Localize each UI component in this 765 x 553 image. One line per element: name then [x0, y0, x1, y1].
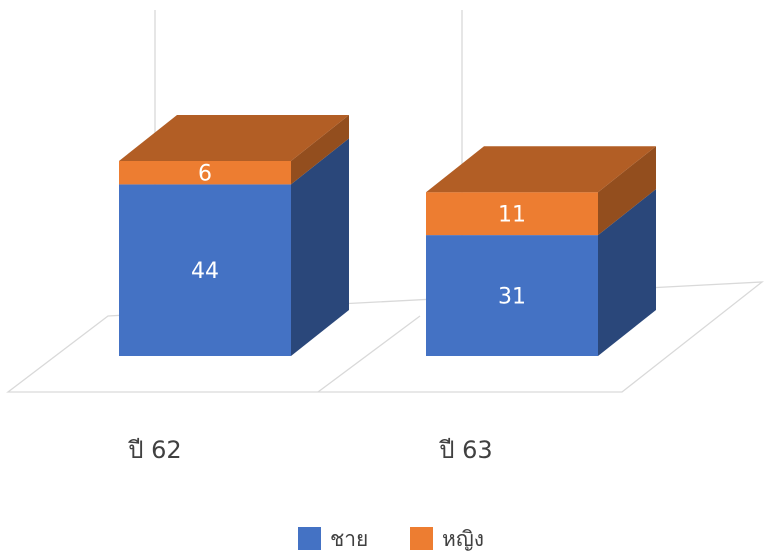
chart-floor: [6, 281, 765, 393]
legend-item-2: หญิง: [410, 527, 484, 551]
legend-swatch: [410, 527, 433, 550]
bar-side-face: [598, 189, 656, 356]
bar-segment-2-2: [426, 146, 656, 236]
category-axis: ปี 62 ปี 63: [127, 436, 493, 464]
bar-segment-1-2: [119, 115, 349, 185]
bar-top-face: [426, 146, 656, 193]
bar-side-face: [291, 115, 349, 185]
legend: ชาย หญิง: [298, 527, 484, 551]
bar-front-face: [119, 161, 291, 185]
category-label-2: ปี 63: [438, 436, 493, 464]
bar-front-face: [119, 184, 291, 356]
data-label-group: 44 6 31 11: [191, 162, 526, 310]
data-label-1-1: 44: [191, 259, 219, 284]
floor-plane: [6, 281, 765, 393]
data-label-2-1: 31: [498, 285, 526, 310]
floor-divider: [317, 315, 421, 393]
bar-front-face: [426, 192, 598, 236]
legend-swatch: [298, 527, 321, 550]
bar-top-face: [119, 115, 349, 161]
data-label-1-2: 6: [198, 162, 212, 187]
bar-side-face: [291, 138, 349, 356]
bar-side-face: [598, 146, 656, 236]
legend-label: ชาย: [330, 527, 368, 551]
legend-item-1: ชาย: [298, 527, 368, 551]
bar-front-face: [426, 235, 598, 356]
bar-group: [119, 115, 656, 356]
bar-segment-2-1: [426, 189, 656, 356]
data-label-2-2: 11: [498, 203, 526, 228]
category-label-1: ปี 62: [127, 436, 182, 464]
legend-label: หญิง: [442, 527, 484, 551]
bar-segment-1-1: [119, 138, 349, 356]
